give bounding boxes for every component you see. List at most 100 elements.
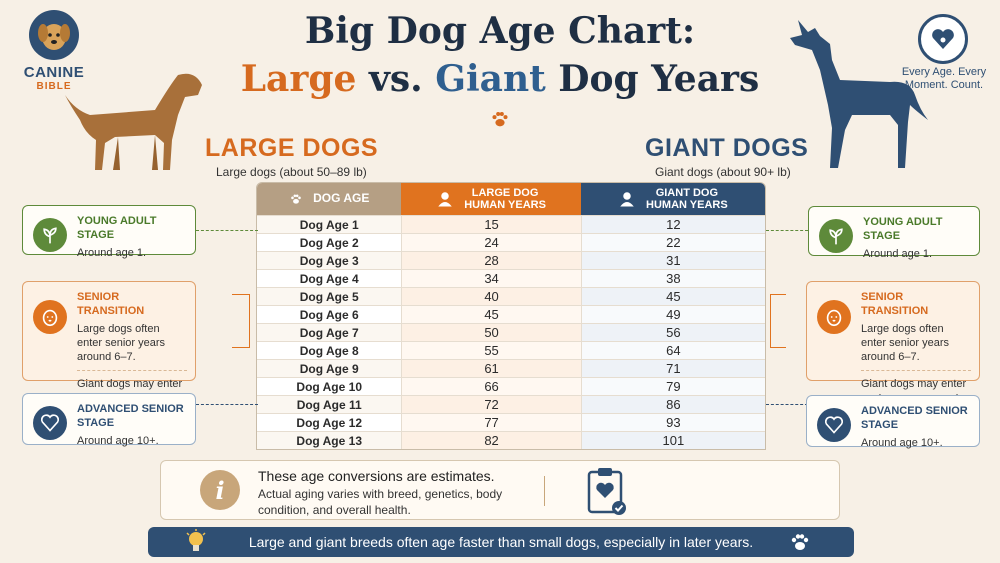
card-title: SENIOR TRANSITION [77, 291, 145, 318]
header-large: LARGE DOG HUMAN YEARS [401, 183, 581, 215]
table-row: Dog Age 12 77 93 [257, 413, 765, 431]
heart-icon [33, 406, 67, 440]
cell-giant-years: 79 [580, 378, 765, 395]
cell-giant-years: 71 [580, 360, 765, 377]
connector-line [766, 230, 808, 231]
cell-large-years: 24 [401, 234, 581, 251]
giant-dogs-weight: Giant dogs (about 90+ lb) [655, 165, 791, 179]
card-text-large: Large dogs often enter senior years arou… [77, 322, 166, 364]
paw-icon [291, 194, 301, 204]
cell-giant-years: 22 [580, 234, 765, 251]
page-title: Big Dog Age Chart: [304, 10, 696, 52]
person-icon [620, 192, 634, 207]
cell-dog-age: Dog Age 9 [257, 360, 402, 377]
card-text: Around age 10+. [77, 434, 159, 447]
table-row: Dog Age 9 61 71 [257, 359, 765, 377]
card-text-large: Large dogs often enter senior years arou… [861, 322, 950, 364]
title-giant-word: Giant [435, 58, 546, 100]
card-title: ADVANCED SENIOR STAGE [77, 403, 184, 430]
cell-dog-age: Dog Age 13 [257, 432, 402, 449]
cell-giant-years: 45 [580, 288, 765, 305]
header-giant-line2: HUMAN YEARS [646, 199, 728, 211]
motto-text: Every Age. Every Moment. Count. [901, 66, 987, 91]
table-row: Dog Age 11 72 86 [257, 395, 765, 413]
cell-giant-years: 86 [580, 396, 765, 413]
footer-banner: Large and giant breeds often age faster … [148, 527, 854, 557]
heart-paw-icon [918, 14, 968, 64]
advanced-senior-card-right: ADVANCED SENIOR STAGE Around age 10+. [806, 395, 980, 449]
cell-dog-age: Dog Age 2 [299, 235, 359, 250]
bracket [232, 294, 250, 348]
disclaimer-box [160, 460, 840, 520]
header-large-line2: HUMAN YEARS [464, 199, 546, 211]
header-dog-age: DOG AGE [257, 183, 402, 215]
disclaimer-text: Actual aging varies with breed, genetics… [258, 487, 503, 517]
table-row: Dog Age 13 82 101 [257, 431, 765, 449]
card-title: YOUNG ADULT STAGE [863, 216, 943, 243]
paw-icon [492, 111, 508, 127]
cell-dog-age: Dog Age 6 [299, 307, 359, 322]
dog-face-icon [817, 300, 851, 334]
connector-line [196, 230, 258, 231]
cell-dog-age: Dog Age 5 [257, 288, 402, 305]
cell-large-years: 45 [401, 306, 581, 323]
brand-sub: BIBLE [36, 81, 72, 92]
title-rest: Dog Years [545, 58, 760, 100]
table-row: Dog Age 5 40 45 [257, 287, 765, 305]
dog-face-icon [33, 300, 67, 334]
young-adult-card-right: YOUNG ADULT STAGE Around age 1. [808, 206, 980, 260]
divider [544, 476, 545, 506]
table-row: Dog Age 4 34 38 [257, 269, 765, 287]
card-title: ADVANCED SENIOR STAGE [861, 405, 968, 432]
senior-transition-card-right: SENIOR TRANSITION Large dogs often enter… [806, 281, 980, 419]
cell-dog-age: Dog Age 10 [296, 379, 362, 394]
cell-giant-years: 38 [580, 270, 765, 287]
person-icon [438, 192, 452, 207]
table-row: Dog Age 10 66 79 [257, 377, 765, 395]
header-large-line1: LARGE DOG [471, 186, 539, 199]
table-body: Dog Age 1 15 12 Dog Age 2 24 22 Dog Age 3 28 31 D… [257, 215, 765, 449]
cell-large-years: 28 [401, 252, 581, 269]
cell-giant-years: 64 [580, 342, 765, 359]
divider [77, 370, 187, 372]
table-row: Dog Age 6 45 49 [257, 305, 765, 323]
cell-giant-years: 93 [580, 414, 765, 431]
cell-dog-age: Dog Age 7 [257, 324, 402, 341]
cell-dog-age: Dog Age 12 [296, 415, 362, 430]
table-header: DOG AGE LARGE DOG HUMAN YEARS GIANT DOG HU… [257, 183, 765, 215]
paw-icon [791, 534, 809, 550]
advanced-senior-card-left: ADVANCED SENIOR STAGE Around age 10+. [22, 393, 196, 447]
giant-dogs-heading: GIANT DOGS [645, 134, 809, 162]
clipboard-heart-icon [587, 468, 626, 515]
cell-giant-years: 31 [580, 252, 765, 269]
cell-large-years: 61 [401, 360, 581, 377]
cell-dog-age: Dog Age 8 [299, 343, 359, 358]
great-dane-illustration [790, 20, 928, 168]
brand-name: CANINE [23, 64, 85, 81]
divider [861, 370, 971, 372]
lightbulb-icon [186, 529, 206, 551]
cell-large-years: 77 [401, 414, 581, 431]
header-giant: GIANT DOG HUMAN YEARS [580, 183, 765, 215]
cell-large-years: 34 [401, 270, 581, 287]
cell-large-years: 40 [401, 288, 581, 305]
header-giant-line1: GIANT DOG [655, 186, 719, 199]
connector-line [766, 404, 808, 405]
disclaimer-title: These age conversions are estimates. [258, 468, 495, 484]
table-row: Dog Age 2 24 22 [257, 233, 765, 251]
heart-icon [817, 408, 851, 442]
senior-transition-card-left: SENIOR TRANSITION Large dogs often enter… [22, 281, 196, 419]
table-row: Dog Age 3 28 31 [257, 251, 765, 269]
golden-retriever-illustration [65, 73, 202, 170]
connector-line [196, 404, 258, 405]
cell-giant-years: 56 [580, 324, 765, 341]
leaf-icon [819, 219, 853, 253]
card-text: Around age 1. [77, 246, 147, 259]
cell-dog-age: Dog Age 4 [299, 271, 359, 286]
cell-large-years: 72 [401, 396, 581, 413]
cell-large-years: 66 [401, 378, 581, 395]
young-adult-card-left: YOUNG ADULT STAGE Around age 1. [22, 205, 196, 259]
title-vs: vs. [356, 58, 436, 100]
cell-dog-age: Dog Age 11 [257, 396, 402, 413]
leaf-icon [33, 218, 67, 252]
